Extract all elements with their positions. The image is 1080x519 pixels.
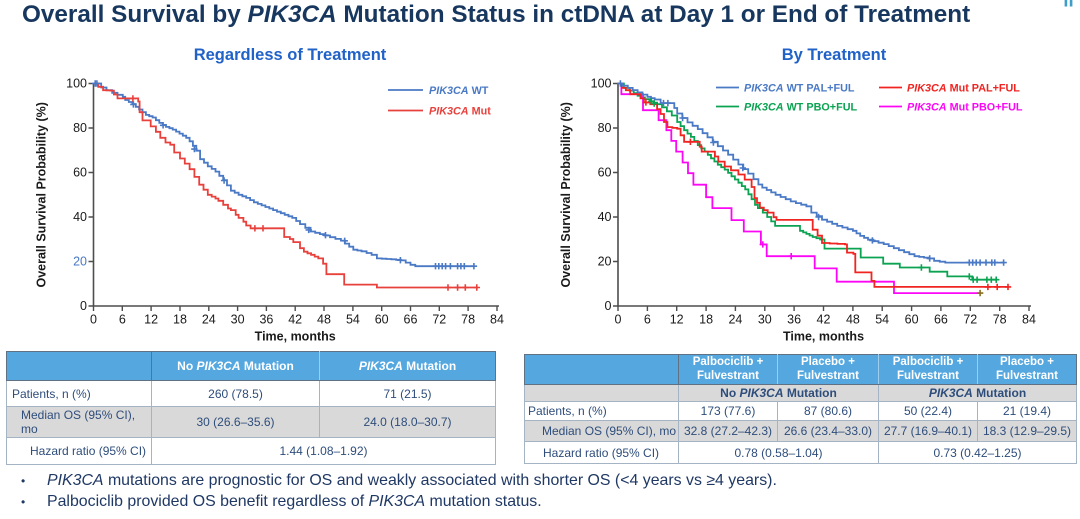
svg-text:66: 66 xyxy=(404,313,418,327)
svg-text:48: 48 xyxy=(317,313,331,327)
svg-text:0: 0 xyxy=(605,299,612,313)
svg-text:PIK3CA WT PAL+FUL: PIK3CA WT PAL+FUL xyxy=(744,83,855,95)
svg-text:66: 66 xyxy=(934,313,948,327)
svg-text:0: 0 xyxy=(615,313,622,327)
svg-text:78: 78 xyxy=(993,313,1007,327)
svg-text:72: 72 xyxy=(432,313,446,327)
svg-text:100: 100 xyxy=(591,77,612,91)
svg-text:0: 0 xyxy=(90,313,97,327)
svg-text:6: 6 xyxy=(644,313,651,327)
svg-text:0: 0 xyxy=(80,299,87,313)
svg-text:72: 72 xyxy=(963,313,977,327)
svg-text:84: 84 xyxy=(1022,313,1036,327)
svg-text:48: 48 xyxy=(846,313,860,327)
svg-text:PIK3CA WT PBO+FUL: PIK3CA WT PBO+FUL xyxy=(744,102,857,114)
svg-text:36: 36 xyxy=(787,313,801,327)
svg-text:18: 18 xyxy=(173,313,187,327)
svg-text:42: 42 xyxy=(817,313,831,327)
svg-text:54: 54 xyxy=(875,313,889,327)
svg-text:78: 78 xyxy=(461,313,475,327)
svg-text:20: 20 xyxy=(73,255,87,269)
svg-text:60: 60 xyxy=(905,313,919,327)
svg-text:60: 60 xyxy=(598,166,612,180)
svg-text:Overall Survival Probability (: Overall Survival Probability (%) xyxy=(35,102,49,287)
svg-text:Time, months: Time, months xyxy=(255,330,336,344)
svg-text:12: 12 xyxy=(144,313,158,327)
svg-text:6: 6 xyxy=(119,313,126,327)
svg-text:42: 42 xyxy=(288,313,302,327)
svg-text:30: 30 xyxy=(231,313,245,327)
svg-text:18: 18 xyxy=(699,313,713,327)
svg-text:24: 24 xyxy=(202,313,216,327)
svg-text:84: 84 xyxy=(490,313,504,327)
svg-text:100: 100 xyxy=(66,77,87,91)
svg-text:PIK3CA Mut PBO+FUL: PIK3CA Mut PBO+FUL xyxy=(907,102,1023,114)
svg-text:80: 80 xyxy=(73,121,87,135)
svg-text:54: 54 xyxy=(346,313,360,327)
svg-text:30: 30 xyxy=(758,313,772,327)
svg-text:40: 40 xyxy=(73,210,87,224)
svg-text:60: 60 xyxy=(375,313,389,327)
svg-text:Overall Survival Probability (: Overall Survival Probability (%) xyxy=(559,102,573,287)
svg-text:80: 80 xyxy=(598,121,612,135)
svg-text:PIK3CA WT: PIK3CA WT xyxy=(429,85,489,97)
svg-text:PIK3CA Mut: PIK3CA Mut xyxy=(429,106,491,118)
svg-text:60: 60 xyxy=(73,166,87,180)
svg-text:24: 24 xyxy=(728,313,742,327)
svg-text:36: 36 xyxy=(259,313,273,327)
svg-text:Time, months: Time, months xyxy=(783,330,864,344)
svg-text:12: 12 xyxy=(670,313,684,327)
svg-text:PIK3CA Mut PAL+FUL: PIK3CA Mut PAL+FUL xyxy=(907,83,1020,95)
svg-text:20: 20 xyxy=(598,255,612,269)
svg-text:40: 40 xyxy=(598,210,612,224)
